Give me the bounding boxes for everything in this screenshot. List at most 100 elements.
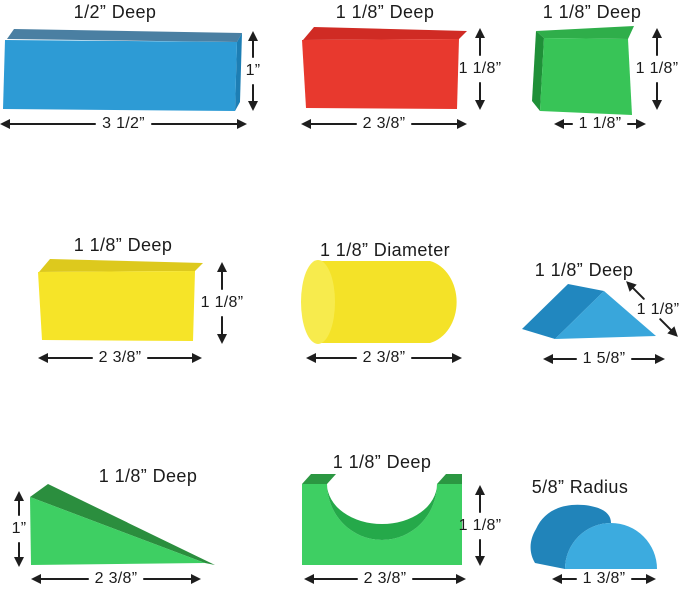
green-arch-front-face [302,484,462,565]
blue-triangle-front-face [555,291,656,339]
arrow-up-icon [14,491,24,516]
arrow-left-icon [301,119,357,129]
width-label: 1 1/8” [578,115,622,132]
width-dimension: 2 3/8” [304,570,466,588]
yellow-cylinder-body [304,261,457,343]
arrow-left-icon [552,574,577,584]
width-dimension: 2 3/8” [38,349,202,367]
arrow-left-icon [304,574,358,584]
green-ramp-top-face [30,484,215,565]
green-cube-shape [532,26,634,115]
arrow-right-icon [631,574,656,584]
width-dimension: 1 1/8” [554,115,646,133]
arrow-right-icon [411,353,462,363]
width-dimension: 2 3/8” [31,570,201,588]
arrow-up-icon [248,31,258,58]
arrow-left-icon [0,119,97,129]
blue-half-cylinder-shape [530,504,657,569]
yellow-block-front-face [38,271,195,341]
arrow-down-icon [217,316,227,344]
diameter-label: 1 1/8” Diameter [319,240,451,260]
green-ramp-shape [30,484,215,565]
height-label: 1 1/8” [200,294,244,311]
blue-plank-top-face [7,29,242,42]
radius-label: 5/8” Radius [531,477,629,497]
width-dimension: 2 3/8” [301,115,467,133]
depth-label: 1 1/8” Deep [98,466,198,486]
arrow-down-icon [652,82,662,110]
width-dimension: 1 5/8” [543,350,665,368]
red-block-front-face [302,39,459,109]
arrow-right-icon [627,119,646,129]
height-dimension: 1 1/8” [459,485,501,566]
blue-plank-edge-face [235,33,242,111]
width-dimension: 2 3/8” [306,349,462,367]
arrow-up-icon [475,485,485,513]
arrow-down-icon [475,538,485,566]
depth-label: 1 1/8” Deep [332,452,432,472]
depth-label: 1 1/8” Deep [542,2,642,22]
blue-triangle-shape [522,284,656,339]
arrow-right-icon [150,119,248,129]
width-label: 2 3/8” [94,570,138,587]
depth-label: 1 1/8” Deep [534,260,634,280]
width-label: 2 3/8” [362,349,406,366]
blue-plank-shape [3,29,242,111]
green-cube-top-face [536,26,634,39]
arrow-left-icon [543,354,577,364]
red-block-shape [302,27,467,109]
arrow-down-icon [248,84,258,111]
blue-triangle-side-face [522,284,604,339]
width-dimension: 3 1/2” [0,115,248,133]
arrow-up-icon [475,28,485,56]
width-label: 3 1/2” [102,115,145,132]
width-dimension: 1 3/8” [552,570,656,588]
blue-half-cylinder-front-face [565,523,657,569]
blue-plank-front-face [3,40,237,111]
arrow-left-icon [306,353,357,363]
arrow-right-icon [143,574,201,584]
width-label: 1 3/8” [582,570,626,587]
green-ramp-front-face [30,497,205,565]
depth-label: 1 1/8” Deep [335,2,435,22]
arrow-left-icon [554,119,573,129]
arrow-down-icon [475,82,485,110]
green-arch-top-left-face [302,474,336,484]
height-dimension: 1 1/8” [636,28,678,110]
yellow-block-shape [38,259,203,341]
depth-label: 1/2” Deep [73,2,157,22]
height-dimension: 1 1/8” [201,262,243,344]
arrow-up-icon [217,262,227,290]
arrow-up-icon [652,28,662,56]
height-dimension: 1” [238,31,268,111]
green-arch-inner-surface [327,484,437,540]
arrow-right-icon [411,119,467,129]
width-label: 2 3/8” [363,570,407,587]
height-label: 1 1/8” [458,516,502,534]
red-block-top-face [303,27,467,40]
green-arch-top-right-face [437,474,462,484]
height-dimension: 1 1/8” [459,28,501,110]
green-cube-front-face [540,38,632,115]
green-cube-side-face [532,31,544,111]
yellow-block-top-face [39,259,203,272]
arrow-left-icon [38,353,93,363]
yellow-cylinder-end-cap [301,260,335,344]
height-label: 1” [11,520,27,537]
depth-label: 1 1/8” Deep [73,235,173,255]
height-label: 1 1/8” [458,60,502,77]
width-label: 2 3/8” [98,349,142,366]
yellow-cylinder-shape [301,260,457,344]
width-label: 2 3/8” [362,115,406,132]
green-arch-shape [302,474,462,565]
arrow-down-icon [14,542,24,567]
height-dimension: 1” [4,491,34,567]
arrow-left-icon [31,574,89,584]
slope-arrow-down-icon [658,317,678,337]
height-label: 1 1/8” [635,60,679,77]
arrow-right-icon [631,354,665,364]
blue-half-cylinder-side-surface [530,504,611,569]
slope-label: 1 1/8” [636,301,679,318]
width-label: 1 5/8” [582,350,626,367]
